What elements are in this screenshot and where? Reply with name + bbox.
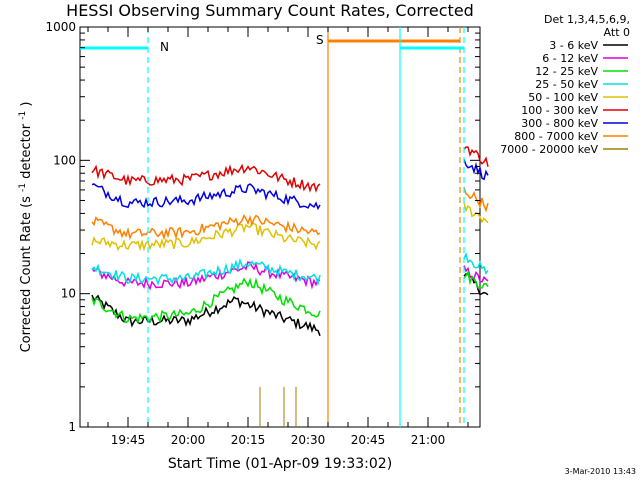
series-line [91, 186, 489, 241]
generation-timestamp: 3-Mar-2010 13:43 [565, 467, 636, 476]
legend-label: 7000 - 20000 keV [500, 143, 598, 156]
legend-header-line-2: Att 0 [604, 26, 630, 39]
series-line [91, 261, 489, 291]
night-marker-label: N [160, 40, 169, 54]
saa-marker-label: S [316, 33, 324, 47]
x-tick-label: 19:45 [111, 433, 146, 447]
series-line [91, 202, 489, 252]
series-line [91, 270, 489, 325]
y-axis-label-part-3: ) [19, 102, 34, 107]
legend-label: 25 - 50 keV [535, 78, 598, 91]
legend-label: 800 - 7000 keV [514, 130, 598, 143]
x-axis-label: Start Time (01-Apr-09 19:33:02) [168, 456, 392, 472]
plot-frame [79, 26, 481, 428]
y-tick-label: 1000 [45, 20, 76, 34]
x-tick-label: 20:15 [231, 433, 266, 447]
legend-header-line-1: Det 1,3,4,5,6,9, [544, 13, 630, 26]
legend-label: 12 - 25 keV [535, 65, 598, 78]
x-tick-label: 20:45 [351, 433, 386, 447]
legend-label: 6 - 12 keV [542, 52, 598, 65]
x-tick-label: 20:30 [291, 433, 326, 447]
y-tick-label: 100 [53, 153, 76, 167]
x-tick-label: 21:00 [411, 433, 446, 447]
legend-label: 50 - 100 keV [528, 91, 598, 104]
y-tick-label: 1 [68, 420, 76, 434]
series-line [91, 159, 489, 211]
y-axis-label-part-2: detector [19, 123, 34, 179]
series-line [91, 146, 489, 193]
axes: 1 10 100 1000 19:45 20:00 20:15 20:30 20:45 21:00 [45, 20, 480, 447]
y-tick-label: 10 [61, 287, 76, 301]
x-tick-label: 20:00 [171, 433, 206, 447]
legend-label: 300 - 800 keV [521, 117, 598, 130]
series-line [91, 251, 489, 287]
plot-area [80, 27, 489, 427]
y-axis-label: Corrected Count Rate (s -1 detector -1 ) [18, 102, 34, 353]
legend-label: 3 - 6 keV [549, 39, 598, 52]
y-axis-label-exponent-1: -1 [18, 183, 28, 192]
y-axis-label-exponent-2: -1 [18, 111, 28, 120]
chart-title: HESSI Observing Summary Count Rates, Cor… [66, 1, 474, 20]
legend-label: 100 - 300 keV [521, 104, 598, 117]
y-axis-label-part-1: Corrected Count Rate (s [19, 196, 34, 353]
